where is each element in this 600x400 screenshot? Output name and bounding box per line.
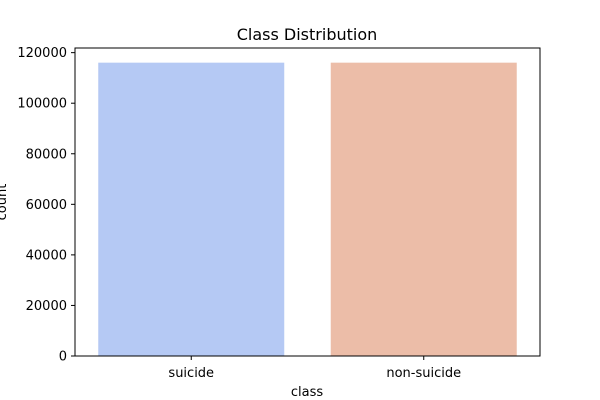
x-axis: suicide non-suicide bbox=[168, 356, 461, 381]
plot-frame bbox=[74, 47, 541, 357]
x-tick-label: suicide bbox=[168, 366, 214, 381]
y-axis-label: count bbox=[0, 184, 10, 221]
y-tick-label: 60000 bbox=[26, 198, 67, 213]
bar-suicide bbox=[98, 62, 285, 357]
y-axis: 0 20000 40000 60000 80000 100000 120000 bbox=[17, 46, 75, 365]
y-tick-label: 0 bbox=[59, 350, 67, 365]
chart-title: Class Distribution bbox=[237, 25, 378, 44]
y-tick-label: 120000 bbox=[17, 46, 67, 61]
bar-non-suicide bbox=[330, 62, 517, 357]
x-tick-label: non-suicide bbox=[386, 366, 461, 381]
y-tick-label: 20000 bbox=[26, 299, 67, 314]
y-tick-label: 80000 bbox=[26, 147, 67, 162]
y-tick-label: 40000 bbox=[26, 248, 67, 263]
bars-group bbox=[98, 62, 517, 357]
y-tick-label: 100000 bbox=[17, 97, 67, 112]
x-axis-label: class bbox=[291, 385, 323, 400]
